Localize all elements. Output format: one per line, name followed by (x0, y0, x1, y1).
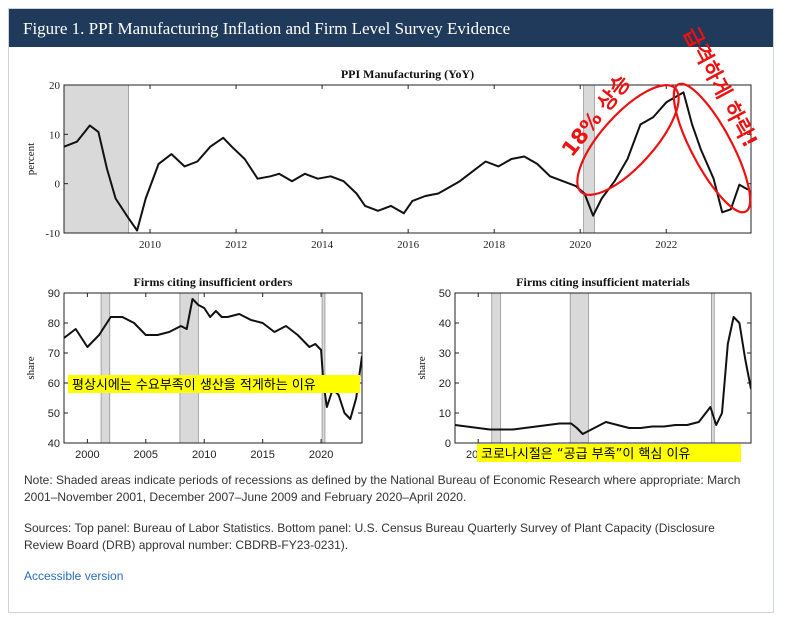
x-tick-label: 2015 (250, 449, 274, 461)
y-tick-label: 30 (439, 348, 451, 360)
y-tick-label: 50 (48, 408, 60, 420)
x-tick-label: 2018 (483, 239, 506, 251)
x-tick-label: 2010 (192, 449, 216, 461)
y-tick-label: 40 (48, 438, 60, 450)
y-tick-label: 60 (48, 378, 60, 390)
chart-panel-0 (63, 84, 752, 234)
accessible-version-link[interactable]: Accessible version (24, 569, 124, 583)
y-axis-label: share (416, 356, 428, 379)
series-line (64, 298, 362, 420)
plot-frame (454, 292, 752, 444)
y-tick-label: 10 (49, 129, 61, 141)
y-tick-label: 20 (439, 378, 451, 390)
x-tick-label: 2020 (569, 239, 592, 251)
chart-title: Firms citing insufficient orders (134, 275, 293, 289)
orders-note-text: 평상시에는 수요부족이 생산을 적게하는 이유 (72, 378, 316, 393)
recession-band (63, 84, 129, 234)
recession-band (569, 292, 589, 444)
y-tick-label: 70 (48, 348, 60, 360)
x-tick-label: 2020 (309, 449, 333, 461)
orders-note-highlight (68, 375, 360, 393)
chart-panel-1 (63, 292, 363, 444)
materials-note-highlight (477, 444, 741, 462)
y-tick-label: 40 (439, 318, 451, 330)
materials-note-text: 코로나시절은 “공급 부족”이 핵심 이유 (481, 447, 690, 462)
chart-title: Firms citing insufficient materials (516, 275, 690, 289)
series-line (455, 316, 751, 435)
x-tick-label: 2022 (655, 239, 677, 251)
y-tick-label: 90 (48, 288, 60, 300)
y-tick-label: 20 (49, 80, 61, 92)
x-tick-label: 2005 (134, 449, 158, 461)
fall-ellipse-annotation (672, 82, 752, 214)
figure-header: Figure 1. PPI Manufacturing Inflation an… (9, 9, 773, 47)
y-tick-label: 10 (439, 408, 451, 420)
rise-annotation-text: 18% 상승 (557, 70, 635, 161)
x-tick-label: 2014 (311, 239, 334, 251)
chart-panel-2 (454, 292, 752, 444)
note-text: Note: Shaded areas indicate periods of r… (24, 473, 741, 504)
y-axis-label: percent (25, 143, 37, 175)
x-tick-label: 2000 (75, 449, 99, 461)
plot-frame (63, 292, 363, 444)
x-tick-label: 2010 (139, 239, 162, 251)
plot-frame (63, 84, 752, 234)
y-tick-label: 0 (445, 438, 451, 450)
recession-band (100, 292, 111, 444)
y-axis-label: share (25, 356, 37, 379)
sources-text: Sources: Top panel: Bureau of Labor Stat… (24, 521, 715, 552)
y-tick-label: 0 (55, 179, 61, 191)
figure-card: Figure 1. PPI Manufacturing Inflation an… (8, 8, 774, 613)
y-tick-label: -10 (45, 228, 60, 240)
x-tick-label: 2012 (225, 239, 247, 251)
figure-title: Figure 1. PPI Manufacturing Inflation an… (23, 19, 511, 38)
y-tick-label: 80 (48, 318, 60, 330)
x-tick-label: 2016 (397, 239, 420, 251)
y-tick-label: 50 (439, 288, 451, 300)
chart-title: PPI Manufacturing (YoY) (341, 67, 474, 81)
recession-band (491, 292, 501, 444)
series-line (64, 91, 749, 232)
